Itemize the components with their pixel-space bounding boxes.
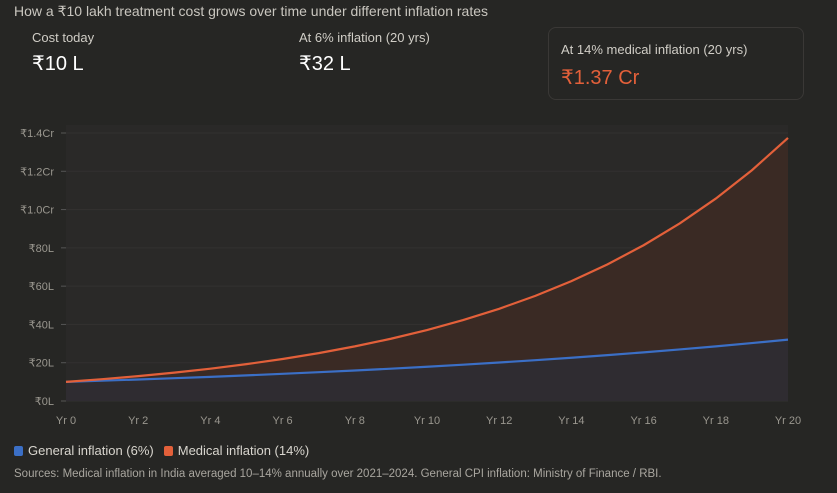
stat-label: At 14% medical inflation (20 yrs) [561,42,748,57]
chart-title: How a ₹10 lakh treatment cost grows over… [14,3,488,19]
x-tick-label: Yr 14 [558,415,584,427]
y-tick-label: ₹80L [29,243,54,255]
x-tick-label: Yr 10 [414,415,440,427]
stat-value: ₹1.37 Cr [561,67,640,89]
y-tick-label: ₹20L [29,358,54,370]
stat-label: At 6% inflation (20 yrs) [299,30,430,45]
area-general [66,339,788,401]
stat-value: ₹32 L [299,53,351,75]
line-general [65,338,789,383]
x-tick-label: Yr 4 [200,415,220,427]
y-tick-label: ₹60L [29,281,54,293]
line-medical [65,137,789,383]
x-tick-label: Yr 20 [775,415,801,427]
y-tick-label: ₹40L [29,319,54,331]
area-medical [66,137,788,401]
x-tick-label: Yr 6 [273,415,293,427]
legend: General inflation (6%) Medical inflation… [14,443,309,458]
x-tick-label: Yr 0 [56,415,76,427]
x-tick-label: Yr 18 [703,415,729,427]
y-tick-label: ₹1.2Cr [20,166,54,178]
y-tick-label: ₹1.4Cr [20,128,54,140]
x-tick-label: Yr 16 [630,415,656,427]
legend-item-general: General inflation (6%) [14,443,154,458]
legend-item-medical: Medical inflation (14%) [163,443,310,458]
y-tick-label: ₹1.0Cr [20,205,54,217]
x-tick-label: Yr 2 [128,415,148,427]
stat-value: ₹10 L [32,53,84,75]
legend-swatch [163,446,173,456]
legend-label: General inflation (6%) [28,443,154,458]
source-note: Sources: Medical inflation in India aver… [14,468,662,480]
y-tick-label: ₹0L [35,396,54,408]
stat-label: Cost today [32,30,95,45]
x-tick-label: Yr 8 [345,415,365,427]
legend-swatch [14,446,23,456]
x-tick-label: Yr 12 [486,415,512,427]
stat-general-inflation: At 6% inflation (20 yrs) ₹32 L [299,30,430,76]
stat-cost-today: Cost today ₹10 L [32,30,94,76]
legend-label: Medical inflation (14%) [177,443,310,458]
stat-medical-inflation-card: At 14% medical inflation (20 yrs) ₹1.37 … [548,27,804,100]
